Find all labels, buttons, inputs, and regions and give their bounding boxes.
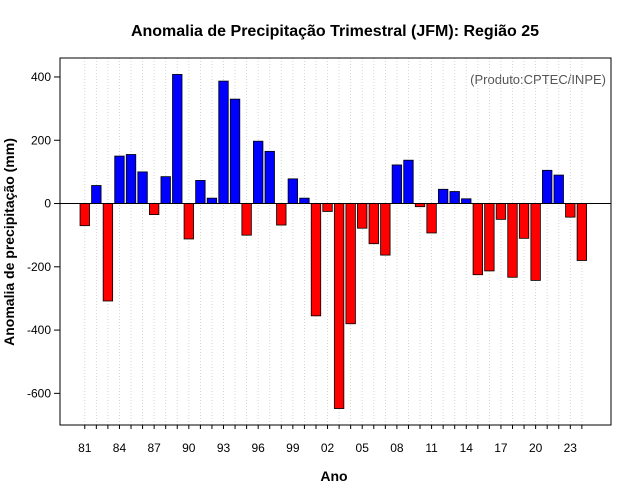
chart-credit: (Produto:CPTEC/INPE) <box>470 72 606 87</box>
x-axis-title: Ano <box>320 468 347 484</box>
x-tick-label: 96 <box>252 441 266 455</box>
y-tick-label: -600 <box>27 386 51 400</box>
bar-13 <box>449 191 460 204</box>
bar-87 <box>148 203 160 216</box>
bar-20 <box>530 203 541 281</box>
bar-97 <box>264 150 275 204</box>
bar-24 <box>576 203 588 261</box>
chart-title: Anomalia de Precipitação Trimestral (JFM… <box>131 23 539 40</box>
bar-01 <box>310 203 322 317</box>
bar-06 <box>368 203 379 245</box>
x-tick-label: 05 <box>356 441 370 455</box>
bar-23 <box>565 203 576 218</box>
y-tick-label: 200 <box>31 133 51 147</box>
bar-03 <box>333 203 345 409</box>
bars <box>79 74 588 409</box>
y-tick-label: -400 <box>27 323 51 337</box>
bar-89 <box>172 74 183 204</box>
x-tick-label: 99 <box>286 441 300 455</box>
bar-07 <box>380 203 391 256</box>
plot-frame <box>59 57 612 426</box>
bar-00 <box>299 197 310 204</box>
bar-81 <box>79 203 90 227</box>
gridlines <box>84 58 583 425</box>
bar-08 <box>391 164 403 204</box>
x-tick-label: 90 <box>182 441 196 455</box>
bar-11 <box>426 203 437 234</box>
x-tick-label: 14 <box>460 441 474 455</box>
bar-04 <box>345 203 356 325</box>
y-tick-label: 0 <box>44 197 51 211</box>
bar-91 <box>195 180 206 204</box>
x-tick-label: 08 <box>390 441 404 455</box>
y-axis: -600 -400 -200 0 200 400 <box>27 70 60 400</box>
y-tick-label: -200 <box>27 260 51 274</box>
x-tick-label: 11 <box>425 441 438 455</box>
bar-86 <box>137 171 148 204</box>
bar-83 <box>102 203 114 302</box>
bar-19 <box>518 203 530 239</box>
bar-21 <box>542 169 553 204</box>
x-axis: 81 84 87 90 93 96 99 02 05 08 11 14 17 20 23 <box>78 425 583 455</box>
bar-98 <box>276 203 287 226</box>
bar-02 <box>322 203 333 212</box>
bar-84 <box>114 155 125 204</box>
y-tick-label: 400 <box>31 70 51 84</box>
bar-16 <box>484 203 495 272</box>
x-tick-label: 84 <box>113 441 127 455</box>
bar-22 <box>553 174 564 204</box>
bar-90 <box>183 203 194 240</box>
bar-17 <box>495 203 507 220</box>
x-tick-label: 23 <box>564 441 578 455</box>
bar-09 <box>403 159 414 204</box>
bar-92 <box>206 197 218 204</box>
bar-12 <box>437 188 449 204</box>
bar-85 <box>125 154 137 204</box>
bar-05 <box>357 203 368 229</box>
x-tick-label: 17 <box>494 441 508 455</box>
bar-99 <box>287 178 299 204</box>
y-axis-title: Anomalia de precipitação (mm) <box>1 138 17 346</box>
x-tick-label: 20 <box>529 441 543 455</box>
bar-14 <box>461 198 472 204</box>
x-tick-label: 87 <box>147 441 161 455</box>
x-tick-label: 81 <box>78 441 92 455</box>
bar-82 <box>91 185 102 204</box>
x-tick-label: 02 <box>321 441 335 455</box>
bar-15 <box>472 203 483 276</box>
bar-95 <box>241 203 252 236</box>
bar-96 <box>253 140 264 204</box>
bar-88 <box>160 176 171 204</box>
bar-94 <box>229 98 241 204</box>
bar-18 <box>507 203 518 278</box>
bar-93 <box>218 80 229 204</box>
x-tick-label: 93 <box>217 441 231 455</box>
